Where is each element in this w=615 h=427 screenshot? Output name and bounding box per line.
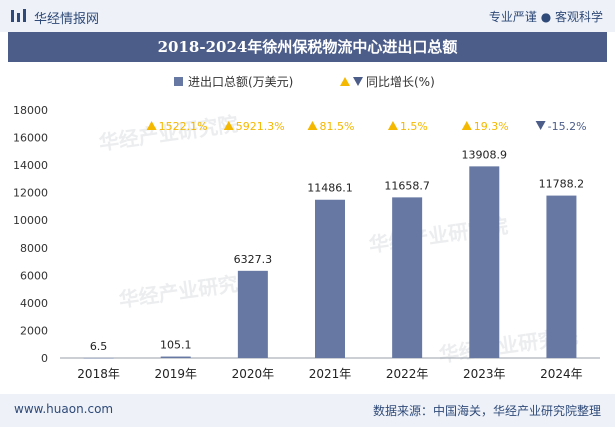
bar	[237, 270, 268, 358]
y-tick-label: 14000	[13, 159, 48, 172]
growth-up-icon	[223, 121, 234, 130]
legend-down-triangle	[353, 77, 363, 86]
x-tick-label: 2023年	[463, 367, 506, 381]
site-url: www.huaon.com	[14, 402, 114, 416]
brand-logo-icon	[11, 9, 26, 22]
bar	[546, 195, 577, 358]
legend-swatch-bars	[174, 77, 183, 86]
y-tick-label: 12000	[13, 187, 48, 200]
bar-value-label: 11486.1	[307, 182, 353, 195]
y-tick-label: 10000	[13, 214, 48, 227]
bar	[160, 356, 191, 358]
tagline: 专业严谨 ● 客观科学	[488, 10, 603, 24]
bar-value-label: 105.1	[160, 339, 192, 352]
y-tick-label: 0	[41, 352, 48, 365]
bar-value-label: 11658.7	[384, 179, 430, 192]
growth-up-icon	[307, 121, 318, 130]
growth-down-icon	[535, 121, 546, 130]
growth-rate-label: 1522.1%	[159, 120, 208, 133]
y-tick-label: 16000	[13, 132, 48, 145]
chart-title: 2018-2024年徐州保税物流中心进出口总额	[8, 32, 607, 62]
x-tick-label: 2019年	[154, 367, 197, 381]
x-tick-label: 2018年	[77, 367, 120, 381]
footer-bar: www.huaon.com 数据来源：中国海关，华经产业研究院整理	[0, 394, 615, 427]
growth-rate-label: -15.2%	[548, 120, 587, 133]
bar-value-label: 6.5	[90, 340, 108, 353]
growth-up-icon	[387, 121, 398, 130]
legend-up-triangle	[340, 77, 350, 86]
x-tick-label: 2022年	[386, 367, 429, 381]
y-tick-label: 6000	[20, 269, 48, 282]
watermark-text: 华经产业研究院	[97, 112, 239, 155]
bar-value-label: 13908.9	[462, 148, 508, 161]
growth-rate-label: 19.3%	[474, 120, 509, 133]
bar	[469, 166, 500, 358]
growth-rate-label: 5921.3%	[236, 120, 285, 133]
bar	[315, 199, 345, 358]
legend-label-growth: 同比增长(%)	[366, 75, 435, 89]
y-tick-label: 8000	[20, 242, 48, 255]
x-tick-label: 2021年	[309, 367, 352, 381]
bar	[392, 197, 423, 358]
x-tick-label: 2024年	[540, 367, 583, 381]
legend-label-bars: 进出口总额(万美元)	[188, 75, 293, 89]
growth-rate-label: 81.5%	[320, 120, 355, 133]
source-note: 数据来源：中国海关，华经产业研究院整理	[372, 404, 601, 418]
bar-value-label: 6327.3	[234, 253, 273, 266]
growth-rate-label: 1.5%	[400, 120, 428, 133]
header-bar: 华经情报网 专业严谨 ● 客观科学	[0, 0, 615, 32]
y-tick-label: 18000	[13, 104, 48, 117]
bar-value-label: 11788.2	[539, 178, 585, 191]
bar	[83, 357, 114, 359]
x-tick-label: 2020年	[232, 367, 275, 381]
y-tick-label: 4000	[20, 297, 48, 310]
growth-up-icon	[146, 121, 157, 130]
brand-name: 华经情报网	[34, 12, 100, 27]
growth-up-icon	[461, 121, 472, 130]
y-tick-label: 2000	[20, 324, 48, 337]
